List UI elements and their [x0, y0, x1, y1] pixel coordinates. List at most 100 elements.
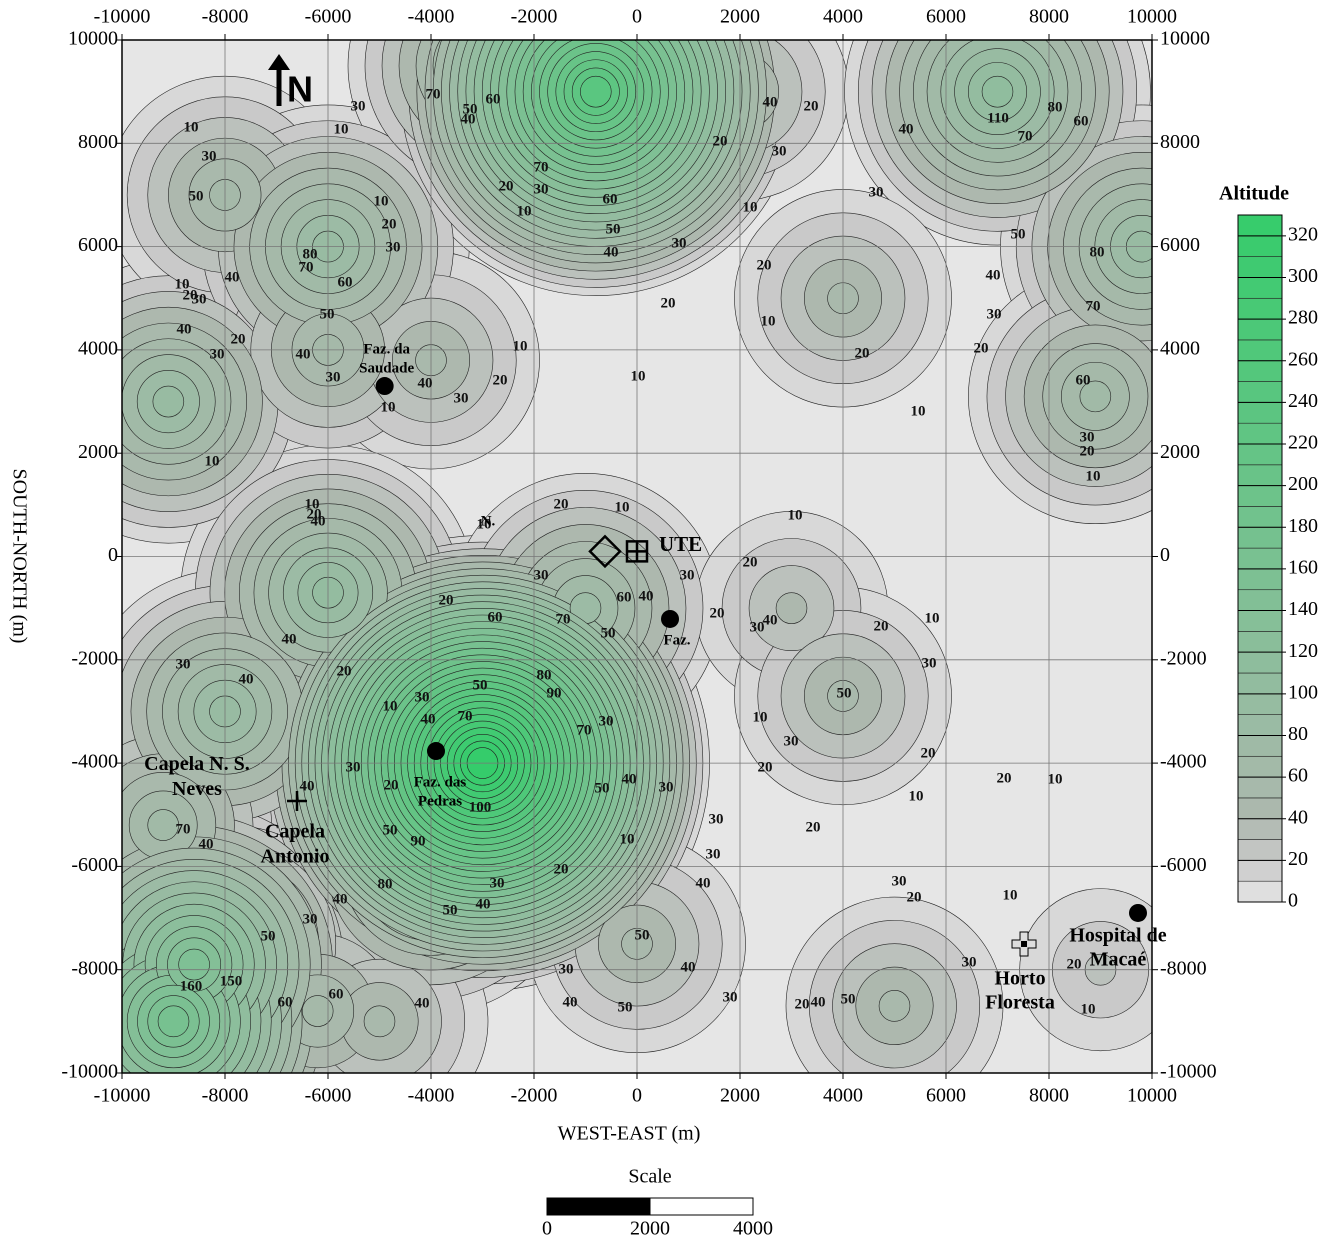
contour-label: 50 — [618, 999, 633, 1015]
colorbar-tick-label: 80 — [1288, 723, 1308, 745]
contour-label: 20 — [920, 745, 935, 761]
colorbar-band — [1238, 631, 1282, 652]
north-label: N — [287, 69, 313, 110]
colorbar-band — [1238, 735, 1282, 756]
y-tick-label: -6000 — [1160, 854, 1207, 876]
colorbar-band — [1238, 257, 1282, 278]
colorbar-band — [1238, 798, 1282, 819]
colorbar-tick-label: 100 — [1288, 681, 1318, 703]
x-tick-label: 0 — [632, 1085, 642, 1107]
contour-label: 50 — [189, 188, 204, 204]
contour-label: 80 — [378, 876, 393, 892]
contour-label: 70 — [1085, 298, 1100, 314]
place-label: Faz. das — [414, 774, 467, 790]
y-tick-label: -10000 — [1160, 1061, 1217, 1083]
x-axis-title: WEST-EAST (m) — [558, 1123, 701, 1145]
contour-label: 40 — [311, 513, 326, 529]
contour-label: 30 — [771, 143, 786, 159]
contour-label: 70 — [457, 708, 472, 724]
contour-label: 60 — [1075, 372, 1090, 388]
y-tick-label: 8000 — [78, 131, 118, 153]
contour-label: 70 — [534, 159, 549, 175]
contour-label: 10 — [383, 698, 398, 714]
contour-label: 30 — [922, 655, 937, 671]
contour-label: 50 — [601, 625, 616, 641]
colorbar-band — [1238, 340, 1282, 361]
contour-label: 10 — [380, 399, 395, 415]
x-tick-label: -8000 — [202, 6, 249, 28]
contour-label: 20 — [553, 496, 568, 512]
contour-label: 40 — [680, 959, 695, 975]
colorbar-band — [1238, 444, 1282, 465]
x-tick-label: -4000 — [408, 6, 455, 28]
contour-label: 30 — [490, 875, 505, 891]
y-axis-title: SOUTH-NORTH (m) — [8, 469, 30, 644]
contour-label: 70 — [555, 611, 570, 627]
colorbar-tick-label: 320 — [1288, 223, 1318, 245]
contour-label: 20 — [805, 819, 820, 835]
place-label: Capela — [265, 821, 325, 843]
contour-label: 40 — [476, 896, 491, 912]
x-tick-label: -8000 — [202, 1085, 249, 1107]
contour-label: 10 — [924, 610, 939, 626]
contour-label: 20 — [974, 340, 989, 356]
place-marker — [1021, 941, 1027, 947]
contour-label: 40 — [639, 588, 654, 604]
contour-label: 40 — [198, 836, 213, 852]
contour-label: 60 — [603, 191, 618, 207]
place-label: Capela N. S. — [144, 753, 250, 775]
x-tick-label: -2000 — [511, 6, 558, 28]
contour-label: 50 — [840, 991, 855, 1007]
contour-label: 20 — [381, 216, 396, 232]
colorbar-tick-label: 20 — [1288, 848, 1308, 870]
contour-label: 40 — [763, 94, 778, 110]
contour-label: 40 — [763, 612, 778, 628]
place-label: Floresta — [985, 992, 1055, 1014]
contour-label: 40 — [421, 711, 436, 727]
y-tick-label: -8000 — [71, 957, 118, 979]
x-tick-label: 6000 — [926, 1085, 966, 1107]
x-tick-label: -4000 — [408, 1085, 455, 1107]
chart: -10000-10000-8000-8000-6000-6000-4000-40… — [0, 0, 1343, 1242]
colorbar-tick-label: 180 — [1288, 515, 1318, 537]
colorbar-tick-label: 40 — [1288, 806, 1308, 828]
y-tick-label: -8000 — [1160, 957, 1207, 979]
contour-label: 10 — [333, 121, 348, 137]
y-tick-label: -6000 — [71, 854, 118, 876]
contour-label: 50 — [836, 685, 851, 701]
colorbar-tick-label: 120 — [1288, 640, 1318, 662]
place-label: Saudade — [359, 360, 414, 376]
contour-label: 70 — [426, 86, 441, 102]
peak — [158, 1006, 189, 1037]
contour-label: 20 — [493, 372, 508, 388]
colorbar-band — [1238, 715, 1282, 736]
contour-label: 40 — [177, 321, 192, 337]
contour-label: 20 — [713, 133, 728, 149]
colorbar-band — [1238, 569, 1282, 590]
contour-label: 40 — [986, 267, 1001, 283]
contour-label: 80 — [536, 667, 551, 683]
colorbar-tick-label: 300 — [1288, 265, 1318, 287]
colorbar-band — [1238, 215, 1282, 236]
colorbar-band — [1238, 527, 1282, 548]
contour-label: 70 — [1018, 128, 1033, 144]
place-label: Neves — [172, 778, 222, 800]
y-tick-label: 2000 — [1160, 441, 1200, 463]
colorbar-band — [1238, 486, 1282, 507]
colorbar-band — [1238, 423, 1282, 444]
place-marker — [661, 610, 679, 628]
scale-title: Scale — [628, 1166, 671, 1188]
x-tick-label: 8000 — [1029, 6, 1069, 28]
contour-label: 30 — [534, 181, 549, 197]
contour-label: 90 — [546, 685, 561, 701]
x-tick-label: 4000 — [823, 6, 863, 28]
contour-label: 10 — [184, 119, 199, 135]
colorbar-tick-label: 140 — [1288, 598, 1318, 620]
place-marker — [427, 742, 445, 760]
contour-label: 100 — [469, 799, 492, 815]
place-label: Macaé — [1090, 949, 1147, 971]
contour-label: 50 — [462, 101, 477, 117]
contour-label: 30 — [558, 961, 573, 977]
contour-label: 40 — [282, 631, 297, 647]
y-tick-label: 0 — [1160, 544, 1170, 566]
